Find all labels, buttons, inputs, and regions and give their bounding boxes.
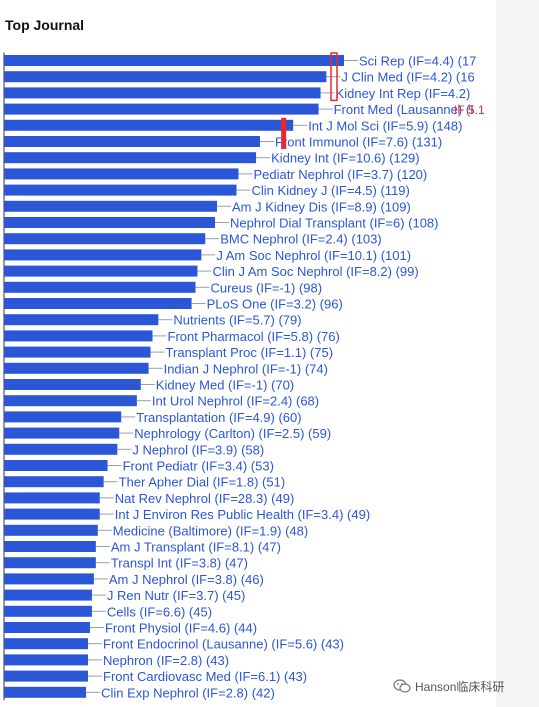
bar-label: Cells (IF=6.6) (45): [107, 604, 212, 619]
bar-label: PLoS One (IF=3.2) (96): [207, 297, 343, 312]
bar: [4, 427, 120, 439]
bar: [4, 298, 192, 309]
bar-label: Front Pediatr (IF=3.4) (53): [123, 459, 274, 474]
bar: [4, 330, 153, 342]
bar: [4, 55, 344, 66]
bar: [4, 605, 92, 617]
bar-label: Int J Environ Res Public Health (IF=3.4)…: [115, 507, 370, 522]
bar: [4, 265, 198, 277]
bar-label: Nutrients (IF=5.7) (79): [173, 313, 301, 328]
bar-label: Am J Nephrol (IF=3.8) (46): [109, 572, 264, 587]
bar-label: Kidney Int Rep (IF=4.2): [336, 86, 471, 101]
bar-label: Am J Kidney Dis (IF=8.9) (109): [232, 199, 411, 214]
bar: [4, 362, 149, 374]
bar: [4, 411, 122, 423]
bar: [4, 346, 151, 358]
bar-label: Front Pharmacol (IF=5.8) (76): [168, 329, 340, 344]
bar: [4, 184, 237, 196]
highlight-box: [330, 52, 338, 102]
bar-label: Front Cardiovasc Med (IF=6.1) (43): [103, 669, 307, 684]
bar: [4, 670, 89, 682]
bar: [4, 638, 89, 650]
bar: [4, 233, 206, 245]
bar: [4, 443, 118, 455]
bar: [4, 622, 90, 633]
bar-label: Nephrol Dial Transplant (IF=6) (108): [230, 216, 438, 231]
bar: [4, 71, 327, 83]
bar-label: Front Physiol (IF=4.6) (44): [105, 621, 257, 636]
bar: [4, 460, 108, 471]
bar: [4, 281, 196, 293]
bar: [4, 87, 321, 99]
bar-label: Front Immunol (IF=7.6) (131): [275, 135, 442, 150]
chart-panel: Top Journal Sci Rep (IF=4.4) (17 J Clin M…: [0, 0, 496, 707]
bar: [4, 103, 319, 115]
bar-label: Clin Kidney J (IF=4.5) (119): [252, 183, 410, 198]
bar-label: Transplantation (IF=4.9) (60): [136, 410, 301, 425]
bar: [4, 119, 294, 131]
bar-label: Front Endocrinol (Lausanne) (IF=5.6) (43…: [103, 637, 344, 652]
bar: [4, 168, 239, 180]
bar-label: Int J Mol Sci (IF=5.9) (148): [308, 118, 462, 133]
bar-label: Nephrology (Carlton) (IF=2.5) (59): [134, 426, 331, 441]
watermark-text: Hanson临床科研: [415, 679, 505, 694]
bar-label: Kidney Int (IF=10.6) (129): [271, 151, 420, 166]
bar: [4, 557, 96, 569]
bar-label: Int Urol Nephrol (IF=2.4) (68): [152, 394, 319, 409]
bar: [4, 508, 100, 520]
bar: [4, 152, 257, 164]
bar: [4, 589, 92, 601]
bar-label: J Ren Nutr (IF=3.7) (45): [107, 588, 245, 603]
bar-label: Cureus (IF=-1) (98): [210, 280, 322, 295]
bar-label: Nat Rev Nephrol (IF=28.3) (49): [115, 491, 295, 506]
highlight-bar: [281, 117, 287, 149]
wechat-icon: [393, 679, 411, 693]
bar: [4, 249, 202, 261]
bar: [4, 136, 260, 147]
bar-label: Nephron (IF=2.8) (43): [103, 653, 229, 668]
bar-label: BMC Nephrol (IF=2.4) (103): [220, 232, 381, 247]
bar-label: Clin J Am Soc Nephrol (IF=8.2) (99): [212, 264, 418, 279]
bar: [4, 314, 159, 326]
bar: [4, 573, 94, 585]
bar: [4, 686, 87, 698]
bar: [4, 524, 98, 536]
bar-chart: Sci Rep (IF=4.4) (17J Clin Med (IF=4.2) …: [3, 52, 485, 701]
bar-label: Clin Exp Nephrol (IF=2.8) (42): [101, 685, 275, 700]
bar-label: Sci Rep (IF=4.4) (17: [359, 54, 476, 69]
bar-label: Pediatr Nephrol (IF=3.7) (120): [253, 167, 427, 182]
bar: [4, 200, 217, 212]
bar: [4, 395, 137, 407]
bar-label: Front Med (Lausanne) (I: [334, 102, 474, 117]
chart-title: Top Journal: [5, 17, 85, 33]
bar-label: Am J Transplant (IF=8.1) (47): [111, 540, 281, 555]
bar: [4, 492, 100, 504]
bar: [4, 217, 216, 228]
bar: [4, 379, 141, 390]
bar-label: J Clin Med (IF=4.2) (16: [341, 70, 474, 85]
bar-label: Ther Apher Dial (IF=1.8) (51): [119, 475, 286, 490]
bar: [4, 476, 104, 488]
bar-label: Medicine (Baltimore) (IF=1.9) (48): [113, 523, 308, 538]
bar-label: Transpl Int (IF=3.8) (47): [111, 556, 248, 571]
bar-label: Transplant Proc (IF=1.1) (75): [166, 345, 334, 360]
bar: [4, 541, 96, 552]
bar-label: J Nephrol (IF=3.9) (58): [132, 442, 264, 457]
bar-label: J Am Soc Nephrol (IF=10.1) (101): [216, 248, 411, 263]
bar-label: Kidney Med (IF=-1) (70): [156, 378, 294, 393]
bar-label: Indian J Nephrol (IF=-1) (74): [164, 361, 328, 376]
bar: [4, 654, 89, 666]
annotation-label: IF 5.1: [454, 103, 485, 117]
watermark: Hanson临床科研: [393, 675, 504, 697]
